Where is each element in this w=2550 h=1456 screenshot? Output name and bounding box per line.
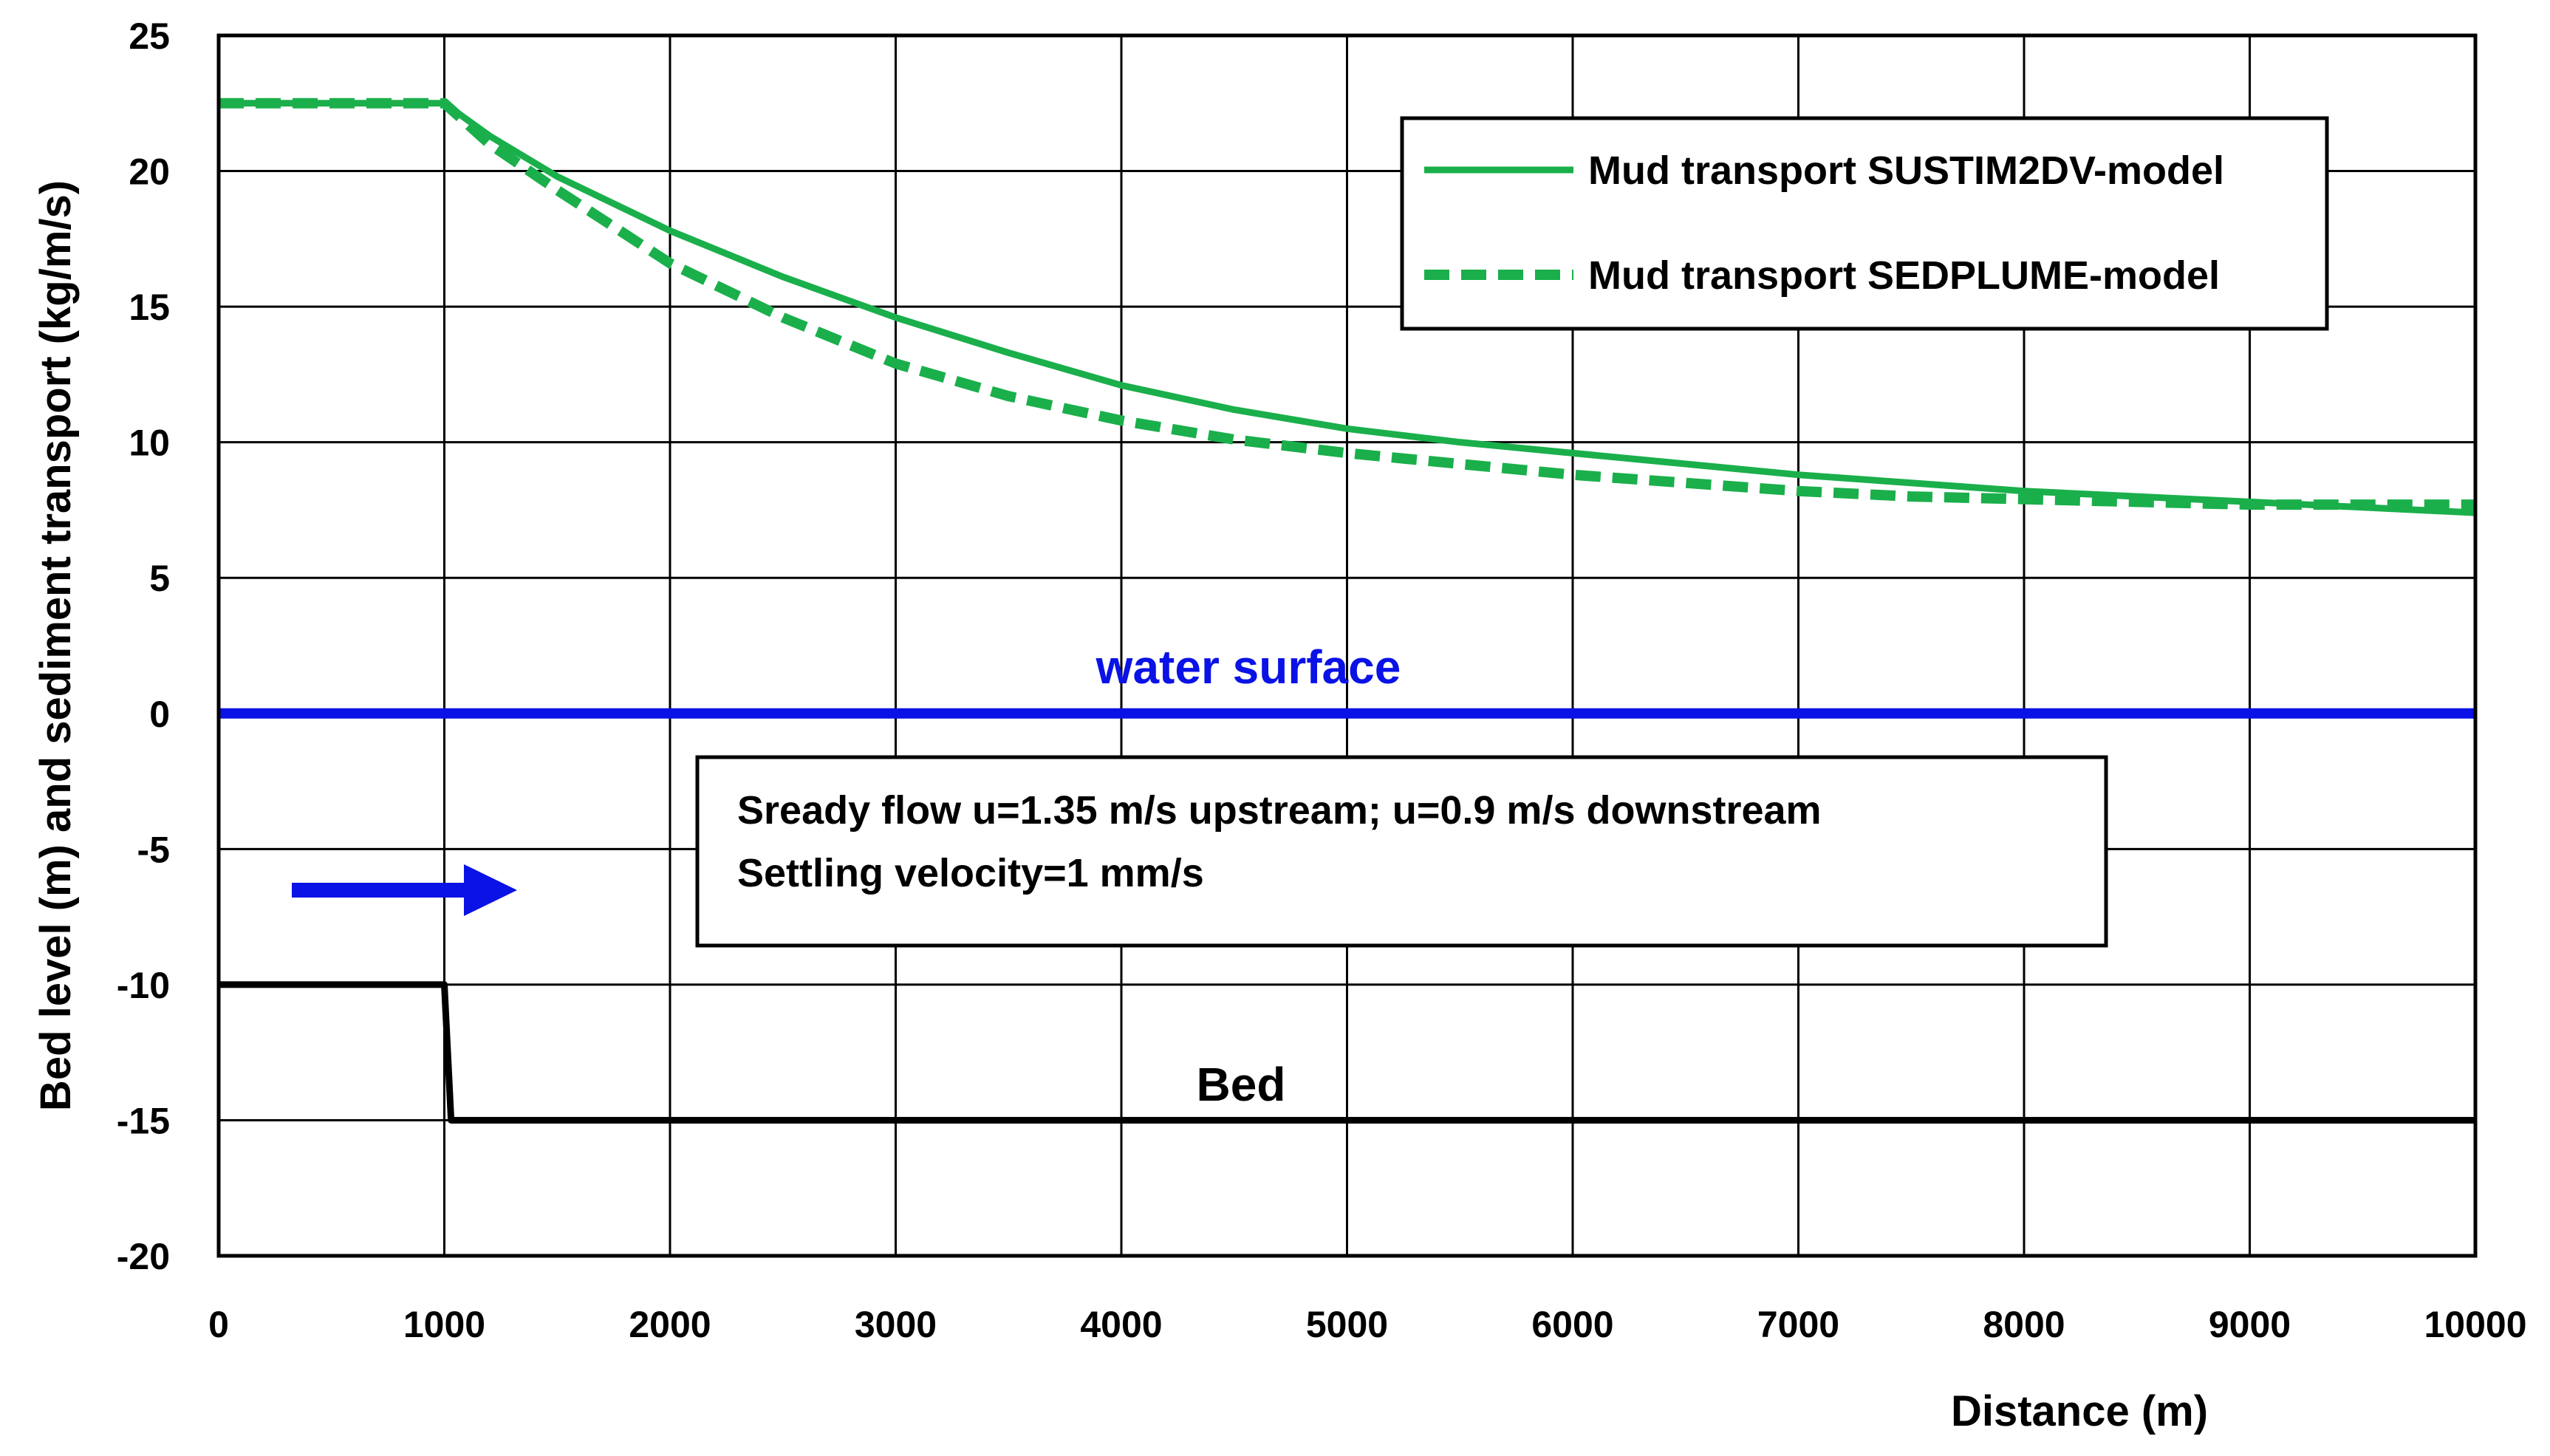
y-tick-label: 10 bbox=[129, 423, 170, 464]
x-axis-ticks: 0 1000 2000 3000 4000 5000 6000 7000 8000 9000 100… bbox=[208, 1304, 2526, 1345]
y-axis-title: Bed level (m) and sediment transport (kg… bbox=[32, 180, 80, 1111]
water-surface-label: water surface bbox=[1095, 640, 1401, 694]
y-axis-ticks: 25 20 15 10 5 0 -5 -10 -15 -20 bbox=[117, 16, 170, 1277]
x-tick-label: 9000 bbox=[2209, 1304, 2291, 1345]
x-tick-label: 4000 bbox=[1080, 1304, 1162, 1345]
y-tick-label: -15 bbox=[117, 1100, 170, 1141]
note-line-1: Sready flow u=1.35 m/s upstream; u=0.9 m… bbox=[737, 788, 1822, 833]
x-tick-label: 2000 bbox=[629, 1304, 711, 1345]
x-tick-label: 3000 bbox=[855, 1304, 937, 1345]
series-layer bbox=[219, 98, 2476, 1124]
legend: Mud transport SUSTIM2DV-model Mud transp… bbox=[1400, 116, 2329, 331]
y-tick-label: 15 bbox=[129, 287, 170, 328]
y-tick-label: 25 bbox=[129, 16, 170, 57]
y-tick-label: -5 bbox=[137, 829, 170, 870]
x-axis-title: Distance (m) bbox=[1951, 1387, 2208, 1435]
x-tick-label: 7000 bbox=[1757, 1304, 1839, 1345]
x-tick-label: 8000 bbox=[1983, 1304, 2065, 1345]
x-tick-label: 5000 bbox=[1306, 1304, 1388, 1345]
y-tick-label: -20 bbox=[117, 1236, 170, 1277]
series-sustim2dv-line bbox=[219, 100, 2476, 516]
x-tick-label: 0 bbox=[208, 1304, 229, 1345]
y-tick-label: 5 bbox=[149, 558, 170, 599]
legend-label-sustim2dv: Mud transport SUSTIM2DV-model bbox=[1588, 148, 2224, 193]
x-tick-label: 6000 bbox=[1531, 1304, 1613, 1345]
series-sedplume-line bbox=[219, 98, 2475, 510]
right-arrow-icon bbox=[292, 864, 517, 916]
x-tick-label: 1000 bbox=[403, 1304, 485, 1345]
note-line-2: Settling velocity=1 mm/s bbox=[737, 851, 1204, 895]
y-tick-label: 20 bbox=[129, 151, 170, 193]
legend-box bbox=[1400, 116, 2329, 331]
y-tick-label: 0 bbox=[149, 694, 170, 735]
series-bed-line bbox=[219, 981, 2475, 1124]
flow-note-box: Sready flow u=1.35 m/s upstream; u=0.9 m… bbox=[695, 755, 2108, 948]
plot-frame bbox=[216, 33, 2478, 1258]
y-tick-label: -10 bbox=[117, 965, 170, 1006]
bed-label: Bed bbox=[1197, 1058, 1286, 1111]
x-tick-label: 10000 bbox=[2424, 1304, 2526, 1345]
legend-label-sedplume: Mud transport SEDPLUME-model bbox=[1588, 253, 2220, 298]
